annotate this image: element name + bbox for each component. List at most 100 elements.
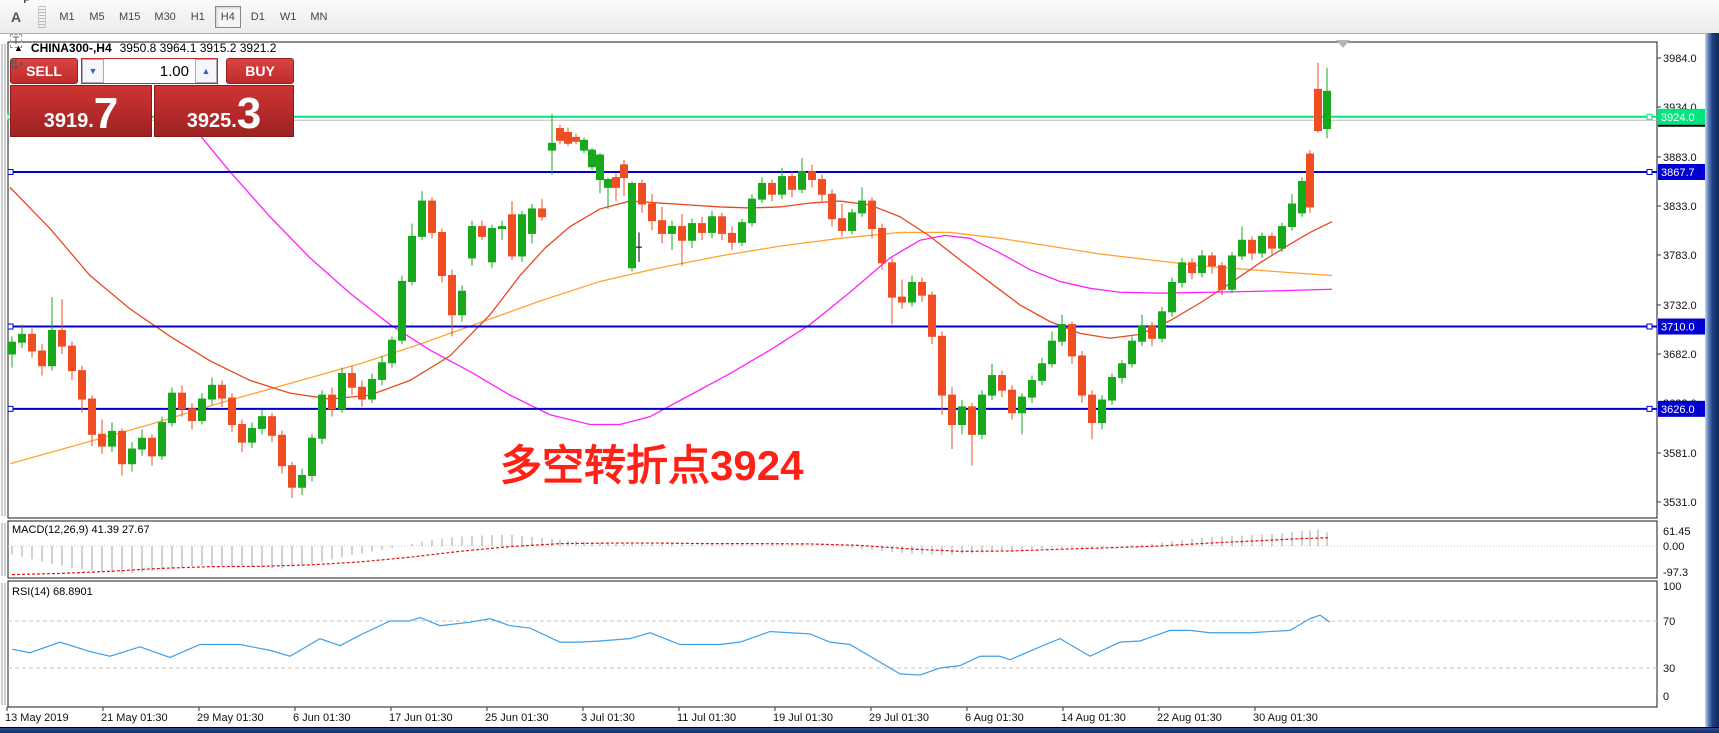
buy-price-panel[interactable]: 3925. 3 (154, 85, 294, 137)
timeframe-button-mn[interactable]: MN (305, 6, 332, 28)
candle-bearish (478, 226, 486, 237)
candle-bullish (18, 333, 26, 343)
chart-shift-marker[interactable] (1336, 40, 1350, 48)
date-axis-label: 22 Aug 01:30 (1157, 712, 1222, 724)
text-label-icon[interactable]: A (10, 8, 22, 25)
collapse-triangle-icon[interactable]: ▲ (14, 43, 23, 53)
grid-pattern-icon[interactable]: F (3, 0, 30, 5)
candle-bearish (572, 136, 580, 142)
candle-bearish (148, 437, 156, 457)
price-line-badge-value: 3867.7 (1661, 167, 1695, 179)
candle-bearish (1208, 255, 1216, 267)
candle-bearish (178, 392, 186, 410)
candle-bullish (1098, 399, 1106, 424)
rsi-label: RSI(14) 68.8901 (12, 586, 93, 598)
candle-bearish (1078, 355, 1086, 396)
timeframe-button-h4[interactable]: H4 (214, 5, 241, 28)
candle-bearish (1268, 235, 1276, 249)
price-axis-label: 3984.0 (1663, 53, 1697, 65)
line-anchor-handle[interactable] (7, 405, 14, 412)
window-bottom-border (0, 727, 1719, 733)
price-axis-label: 3531.0 (1663, 497, 1697, 509)
ohlc-values: 3950.8 3964.1 3915.2 3921.2 (119, 41, 277, 55)
line-anchor-handle[interactable] (1646, 168, 1653, 175)
candle-bearish (948, 394, 956, 426)
candle-bullish (338, 373, 346, 410)
candle-bearish (438, 231, 446, 277)
candle-bearish (278, 434, 286, 467)
candle-bearish (1306, 153, 1314, 208)
candle-bullish (1138, 326, 1146, 342)
candle-bearish (788, 176, 796, 190)
candle-bullish (418, 200, 426, 237)
candle-bearish (1218, 265, 1226, 290)
candle-bearish (538, 208, 546, 218)
candle-bearish (1068, 324, 1076, 357)
candle-bullish (258, 416, 266, 429)
candle-bullish (580, 139, 588, 151)
buy-button[interactable]: BUY (226, 58, 294, 84)
symbol-period-label: CHINA300-,H4 (30, 41, 112, 55)
candle-bullish (758, 182, 766, 200)
sell-button[interactable]: SELL (10, 58, 78, 84)
timeframe-button-m1[interactable]: M1 (54, 6, 80, 28)
toolbar-grip[interactable] (38, 5, 46, 28)
candle-bullish (138, 437, 146, 450)
rsi-axis-label: 70 (1663, 616, 1675, 628)
candle-bullish (198, 398, 206, 422)
timeframe-button-h1[interactable]: H1 (185, 6, 211, 28)
price-line-badge-value: 3626.0 (1661, 404, 1695, 416)
volume-decrease-button[interactable]: ▼ (82, 59, 104, 83)
one-click-trading-widget: SELL ▼ ▲ BUY 3919. 7 3925. 3 (10, 58, 294, 137)
candle-bullish (518, 214, 526, 257)
line-anchor-handle[interactable] (1646, 405, 1653, 412)
candle-bullish (1018, 396, 1026, 414)
arrange-windows-icon[interactable]: ⇅ ▾ (8, 57, 24, 72)
timeframe-button-m30[interactable]: M30 (149, 6, 180, 28)
buy-price-main: 3925. (186, 110, 237, 132)
candle-bullish (978, 394, 986, 435)
line-anchor-handle[interactable] (7, 168, 14, 175)
line-anchor-handle[interactable] (7, 323, 14, 330)
price-axis-label: 3783.0 (1663, 250, 1697, 262)
volume-increase-button[interactable]: ▲ (195, 59, 217, 83)
rsi-axis-label: 0 (1663, 691, 1669, 703)
price-axis-label: 3883.0 (1663, 152, 1697, 164)
candle-bullish (668, 226, 676, 234)
chart-canvas[interactable]: 3984.03934.03883.03833.03783.03732.03682… (0, 34, 1705, 727)
candle-bearish (928, 294, 936, 337)
line-anchor-handle[interactable] (1646, 323, 1653, 330)
candle-bearish (328, 394, 336, 410)
candle-bearish (1314, 88, 1322, 132)
candle-bullish (1258, 235, 1266, 254)
candle-bearish (228, 397, 236, 426)
price-line-badge (1658, 318, 1705, 335)
timeframe-button-w1[interactable]: W1 (275, 6, 302, 28)
candle-bearish (698, 223, 706, 233)
timeframe-button-m15[interactable]: M15 (114, 6, 145, 28)
candle-bearish (678, 226, 686, 241)
price-axis-label: 3682.0 (1663, 349, 1697, 361)
sell-price-panel[interactable]: 3919. 7 (10, 85, 152, 137)
candle-bearish (1248, 239, 1256, 254)
timeframe-button-d1[interactable]: D1 (245, 6, 271, 28)
date-axis-label: 19 Jul 01:30 (773, 712, 833, 724)
rsi-line (11, 614, 1331, 676)
candle-bullish (958, 406, 966, 426)
annotation-text[interactable]: 多空转折点3924 (500, 442, 804, 489)
date-axis-label: 13 May 2019 (5, 712, 69, 724)
candle-bearish (288, 465, 296, 488)
date-axis-label: 17 Jun 01:30 (389, 712, 453, 724)
candle-bullish (988, 375, 996, 396)
candle-bearish (612, 177, 620, 188)
line-anchor-handle[interactable] (1646, 113, 1653, 120)
macd-axis-label: 0.00 (1663, 541, 1684, 553)
candle-bullish (1028, 379, 1036, 398)
volume-input[interactable] (104, 59, 195, 83)
chart-window: ▲ CHINA300-,H4 3950.8 3964.1 3915.2 3921… (0, 34, 1705, 727)
candle-bullish (298, 474, 306, 488)
text-box-icon[interactable]: T (3, 29, 29, 53)
candle-bullish (468, 226, 476, 259)
timeframe-button-m5[interactable]: M5 (84, 6, 110, 28)
candle-bearish (918, 281, 926, 296)
